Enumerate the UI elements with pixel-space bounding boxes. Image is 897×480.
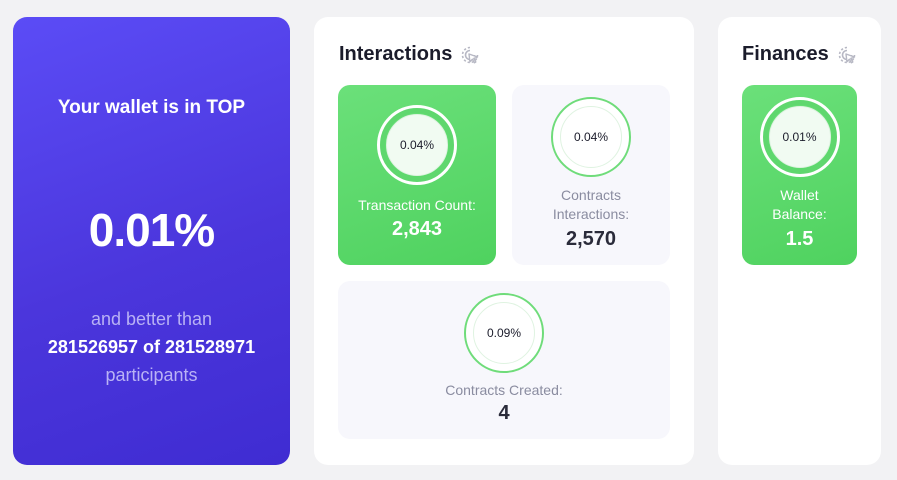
percent-ring: 0.09% xyxy=(464,293,544,373)
finances-panel: Finances 0.01% Wallet Balance: 1.5 xyxy=(718,17,881,465)
finances-header: Finances xyxy=(742,43,857,66)
interactions-header: Interactions xyxy=(339,43,480,66)
rank-percentage: 0.01% xyxy=(88,204,215,256)
tile-label-line2: Balance: xyxy=(772,206,827,222)
wallet-rank-card: Your wallet is in TOP 0.01% and better t… xyxy=(13,17,290,465)
rank-sub-line1: and better than xyxy=(90,309,213,329)
interactions-panel: Interactions 0.04% Transaction Count: 2,… xyxy=(314,17,694,465)
rank-sub-line2: 281526957 of 281528971 xyxy=(47,337,256,357)
cursor-click-icon[interactable] xyxy=(460,45,480,65)
contracts-interactions-tile[interactable]: 0.04% Contracts Interactions: 2,570 xyxy=(512,85,670,265)
tile-label-line1: Wallet xyxy=(780,187,819,203)
percent-value: 0.04% xyxy=(386,114,448,176)
percent-value: 0.04% xyxy=(560,106,622,168)
tile-label: Transaction Count: xyxy=(358,197,476,213)
percent-ring: 0.01% xyxy=(759,97,840,177)
tile-value: 2,843 xyxy=(391,218,443,240)
transaction-count-tile[interactable]: 0.04% Transaction Count: 2,843 xyxy=(338,85,496,265)
interactions-title: Interactions xyxy=(339,43,453,65)
percent-ring: 0.04% xyxy=(377,105,457,185)
percent-ring: 0.04% xyxy=(551,97,631,177)
finances-title: Finances xyxy=(742,43,829,65)
tile-label-line2: Interactions: xyxy=(552,206,630,222)
rank-title: Your wallet is in TOP xyxy=(57,97,246,118)
percent-value: 0.01% xyxy=(768,106,831,168)
rank-sub-line3: participants xyxy=(105,365,198,385)
wallet-balance-tile[interactable]: 0.01% Wallet Balance: 1.5 xyxy=(742,85,857,265)
tile-label-line1: Contracts xyxy=(561,187,621,203)
tile-value: 2,570 xyxy=(565,228,617,250)
cursor-click-icon[interactable] xyxy=(837,45,857,65)
tile-label: Contracts Created: xyxy=(445,382,563,398)
rank-description: and better than 281526957 of 281528971 p… xyxy=(13,305,290,389)
contracts-created-tile[interactable]: 0.09% Contracts Created: 4 xyxy=(338,281,670,439)
tile-value: 1.5 xyxy=(785,228,814,250)
percent-value: 0.09% xyxy=(473,302,535,364)
tile-value: 4 xyxy=(498,402,510,424)
